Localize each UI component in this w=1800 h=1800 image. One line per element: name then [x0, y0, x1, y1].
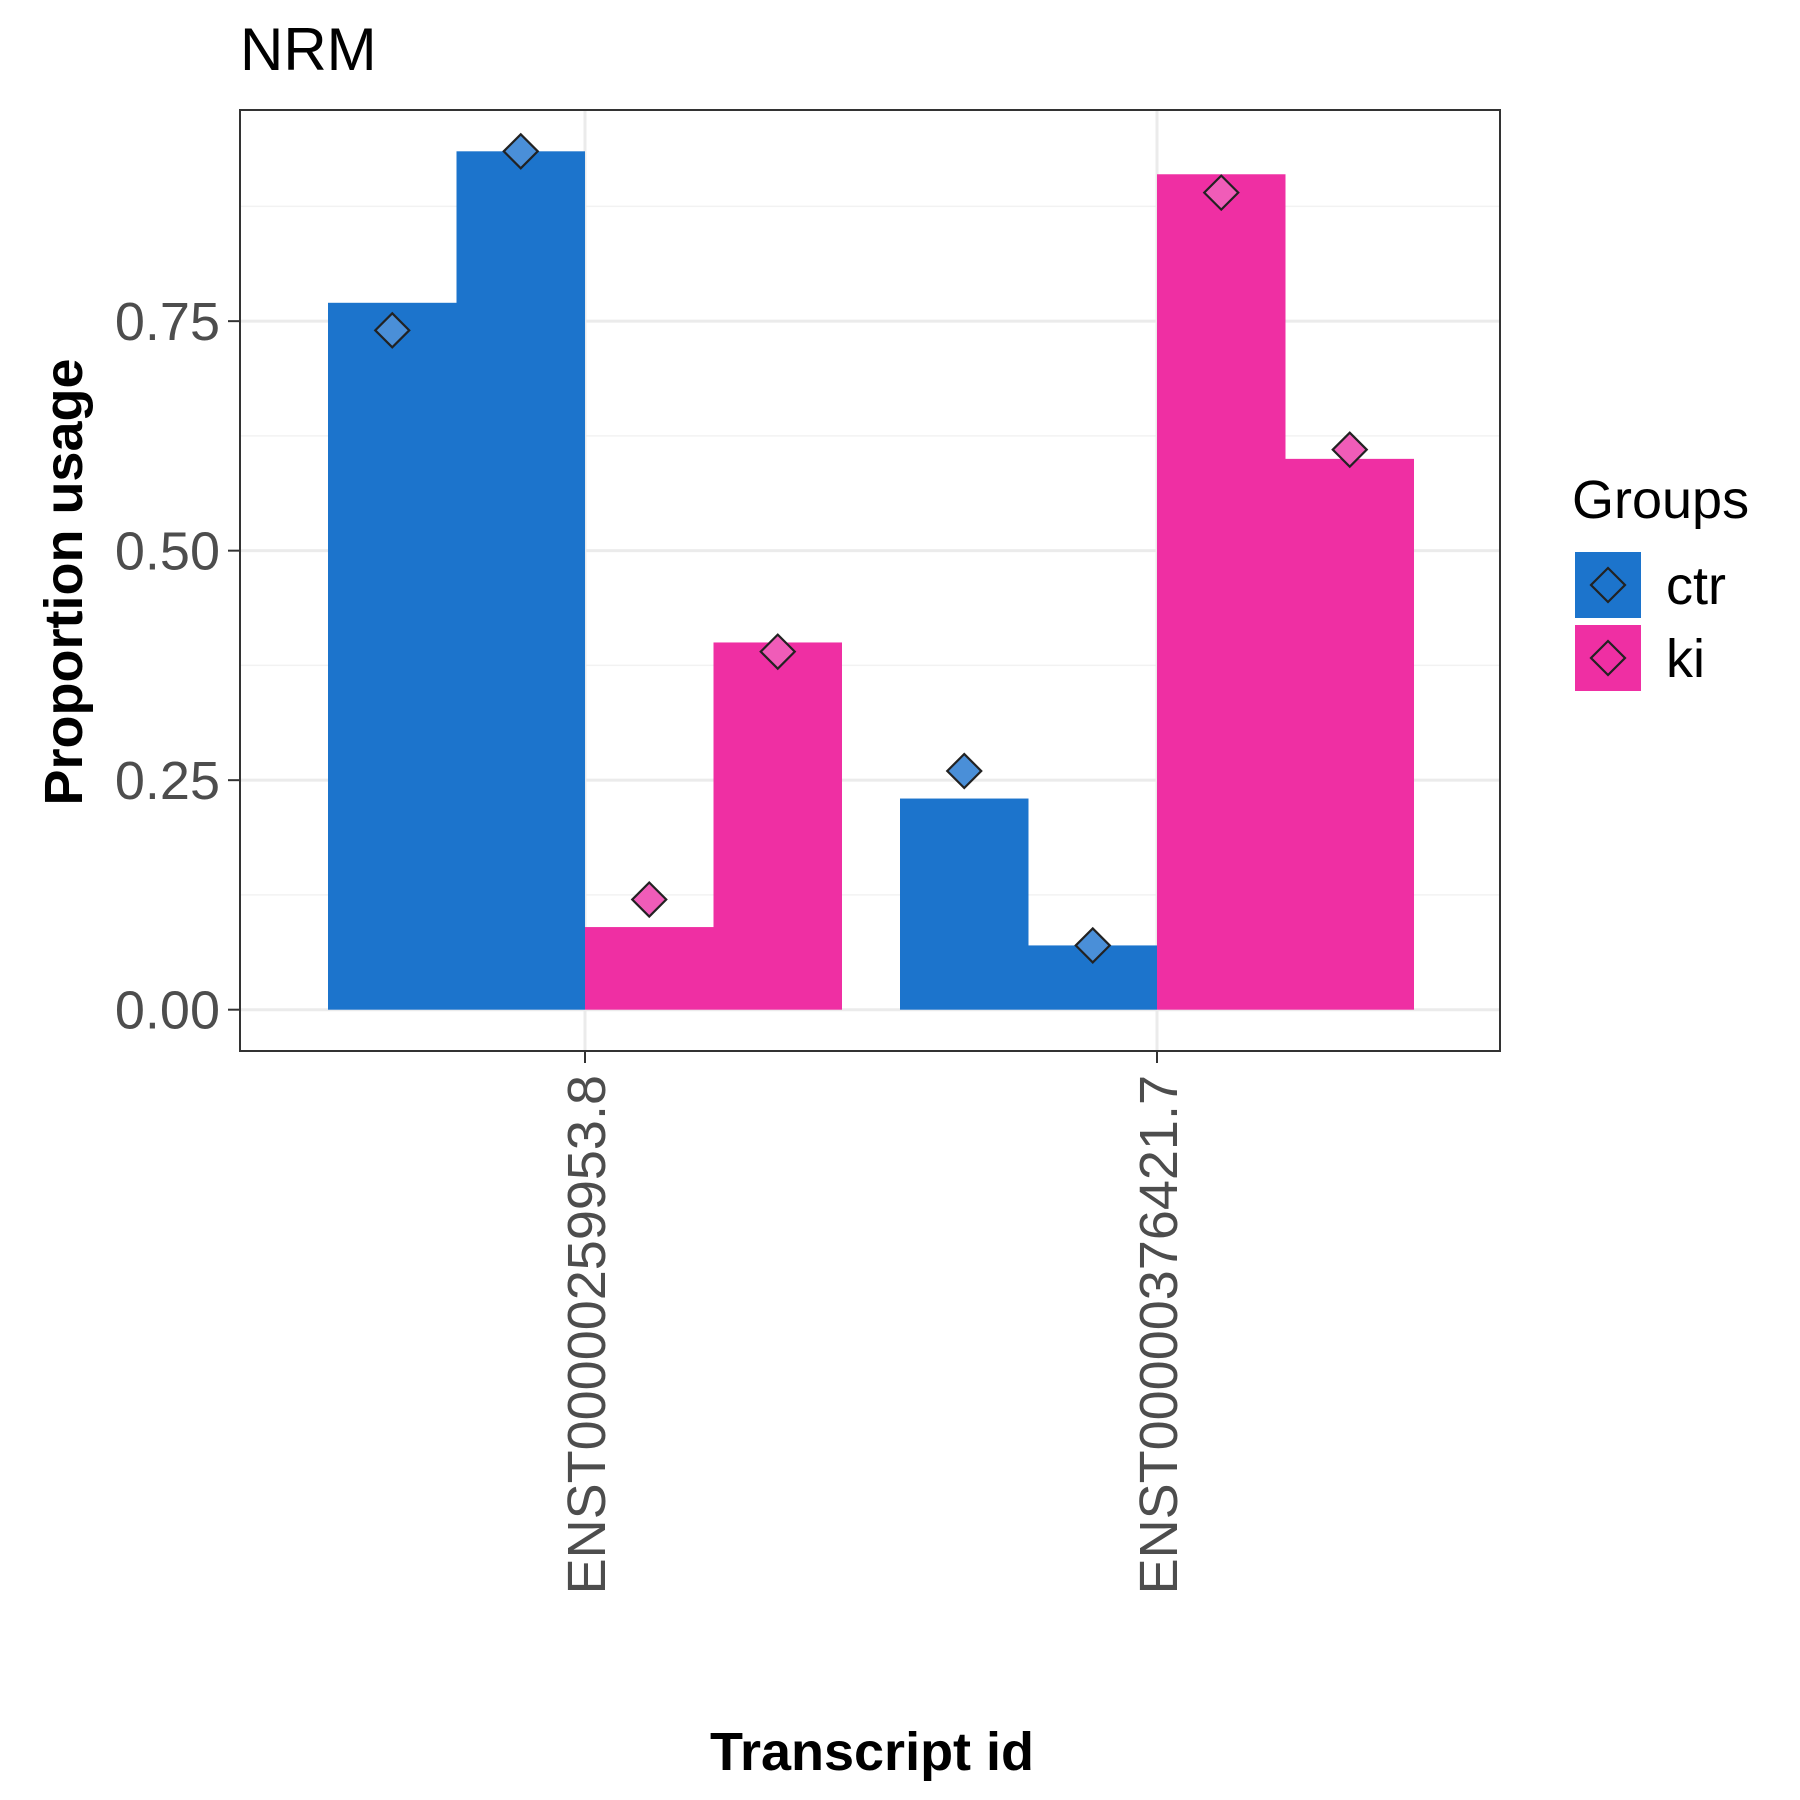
bar-ctr	[328, 302, 457, 1010]
chart-title: NRM	[240, 16, 377, 83]
point-ki	[1331, 431, 1369, 469]
bar-ctr	[900, 798, 1029, 1010]
y-tick-label: 0.50	[115, 522, 220, 582]
y-tick-label: 0.00	[115, 981, 220, 1041]
point-ctr	[945, 752, 983, 790]
legend-label-ctr: ctr	[1666, 556, 1726, 616]
point-ki	[759, 633, 797, 671]
legend: Groups ctr ki	[1572, 470, 1749, 691]
point-ctr	[502, 132, 540, 170]
y-tick-label: 0.25	[115, 751, 220, 811]
bar-ki	[585, 927, 714, 1010]
y-axis-title: Proportion usage	[34, 358, 94, 805]
legend-marker-ki	[1589, 639, 1627, 677]
bars	[328, 151, 1414, 1010]
bar-ki	[713, 642, 842, 1010]
bar-ki	[1285, 458, 1414, 1010]
x-axis-title: Transcript id	[710, 1722, 1034, 1782]
axes: 0.00 0.25 0.50 0.75 ENST00000259953.8 ENST000…	[115, 292, 1189, 1594]
bar-ctr	[456, 151, 585, 1010]
bar-ki	[1157, 174, 1286, 1010]
legend-marker-ctr	[1589, 566, 1627, 604]
x-tick-label: ENST00000376421.7	[1129, 1075, 1189, 1594]
y-tick-label: 0.75	[115, 292, 220, 352]
x-tick-label: ENST00000259953.8	[557, 1075, 617, 1594]
point-ctr	[373, 311, 411, 349]
point-ki	[1202, 174, 1240, 212]
points	[373, 132, 1369, 964]
panel-border	[239, 109, 1501, 1052]
legend-title: Groups	[1572, 470, 1749, 530]
legend-label-ki: ki	[1666, 629, 1705, 689]
point-ctr	[1074, 926, 1112, 964]
point-ki	[630, 880, 668, 919]
